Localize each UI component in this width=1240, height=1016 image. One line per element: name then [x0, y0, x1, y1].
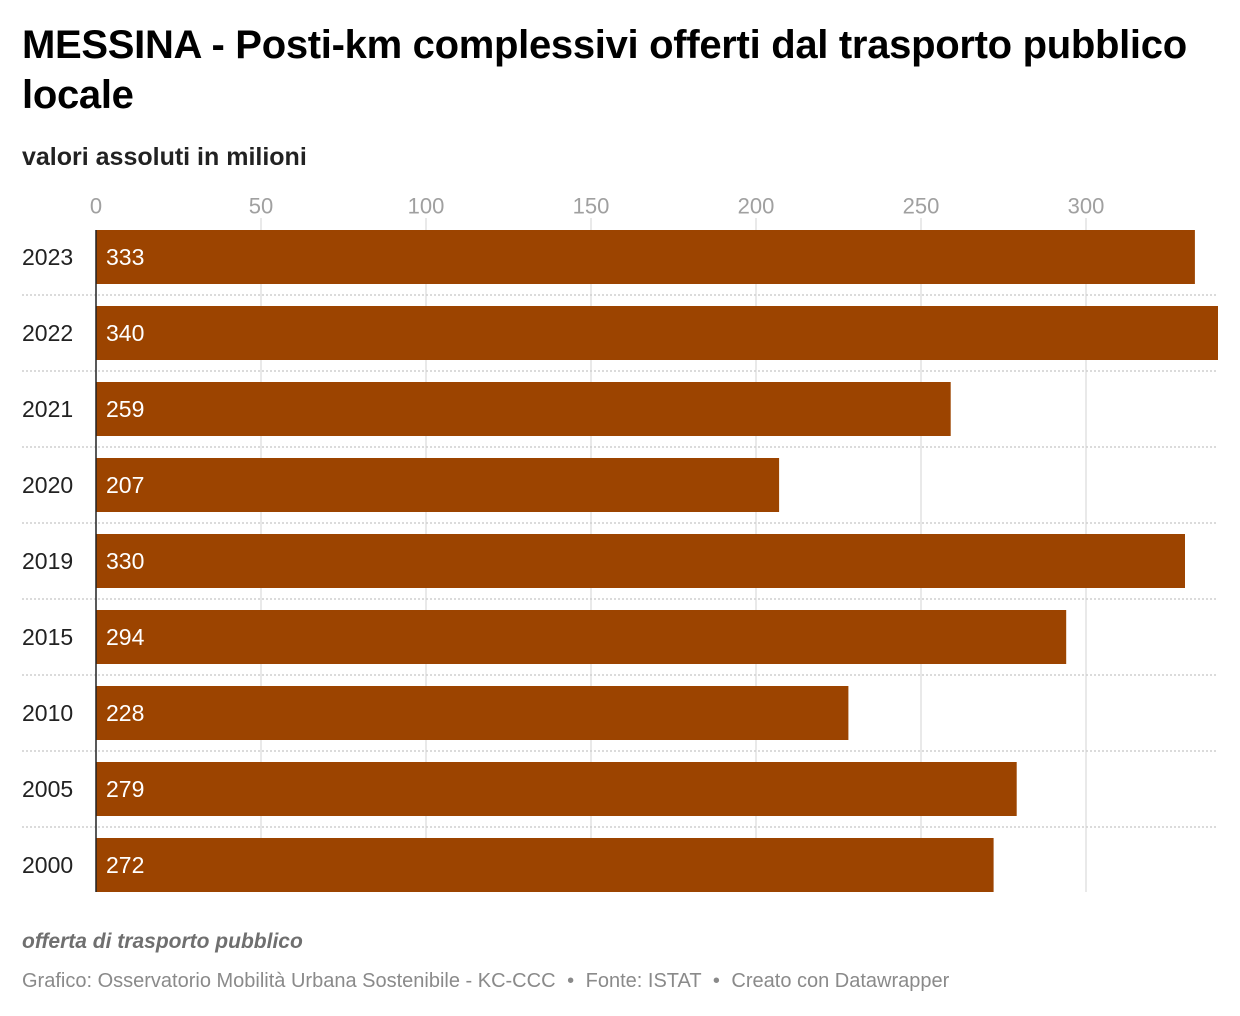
footer-separator: • [567, 970, 575, 992]
bar [96, 534, 1185, 588]
x-tick-label: 300 [1068, 194, 1105, 219]
bar [96, 382, 951, 436]
bar-chart: 0 50 100 150 200 250 300 202320222021202020192… [22, 194, 1218, 892]
footer-separator: • [712, 970, 720, 992]
category-label: 2020 [22, 472, 73, 498]
chart-title: MESSINA - Posti-km complessivi offerti d… [22, 23, 1187, 117]
x-tick-label: 0 [90, 194, 102, 219]
x-tick-label: 100 [408, 194, 445, 219]
x-axis-ticks: 0 50 100 150 200 250 300 [90, 194, 1104, 219]
category-label: 2000 [22, 852, 73, 878]
bar [96, 610, 1067, 664]
value-label: 294 [106, 624, 145, 650]
value-label: 330 [106, 548, 144, 574]
x-tick-label: 200 [738, 194, 775, 219]
category-label: 2023 [22, 244, 73, 270]
value-label: 272 [106, 852, 144, 878]
x-tick-label: 250 [903, 194, 940, 219]
bar [96, 458, 780, 512]
category-label: 2022 [22, 320, 73, 346]
bar [96, 838, 994, 892]
bar [96, 230, 1195, 284]
x-tick-label: 50 [249, 194, 273, 219]
footer-tool: Creato con Datawrapper [731, 970, 950, 992]
category-label: 2010 [22, 700, 73, 726]
category-label: 2019 [22, 548, 73, 574]
row-separators [22, 294, 1218, 828]
x-tick-label: 150 [573, 194, 610, 219]
category-label: 2021 [22, 396, 73, 422]
bars [96, 230, 1218, 892]
bar [96, 306, 1218, 360]
category-labels: 2023 2022 2021 2020 2019 2015 2010 2005 2000 [22, 244, 73, 878]
value-label: 259 [106, 396, 144, 422]
chart-note: offerta di trasporto pubblico [22, 930, 303, 953]
footer-source: Fonte: ISTAT [585, 970, 702, 992]
value-label: 279 [106, 776, 144, 802]
value-label: 228 [106, 700, 144, 726]
chart-subtitle: valori assoluti in milioni [22, 143, 307, 171]
chart-footer: Grafico: Osservatorio Mobilità Urbana So… [22, 970, 949, 993]
category-label: 2005 [22, 776, 73, 802]
value-labels: 333 340 259 207 330 294 228 279 272 [106, 244, 145, 878]
category-label: 2015 [22, 624, 73, 650]
value-label: 340 [106, 320, 144, 346]
bar [96, 686, 849, 740]
footer-credit: Grafico: Osservatorio Mobilità Urbana So… [22, 970, 556, 992]
value-label: 207 [106, 472, 144, 498]
bar [96, 762, 1017, 816]
value-label: 333 [106, 244, 144, 270]
